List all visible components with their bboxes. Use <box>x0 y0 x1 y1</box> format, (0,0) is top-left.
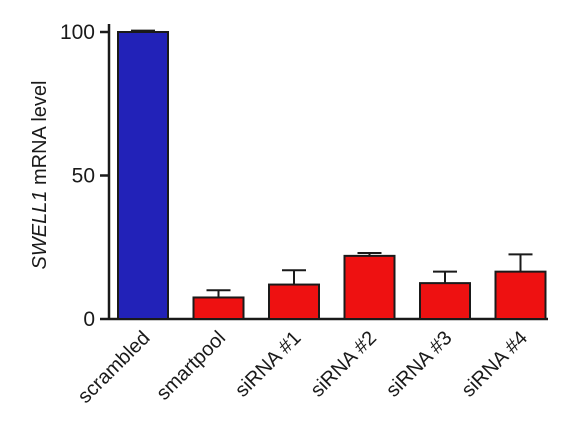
x-tick-label: smartpool <box>152 327 230 405</box>
x-tick-label: siRNA #3 <box>382 327 457 402</box>
x-tick-label: siRNA #2 <box>307 327 382 402</box>
y-tick-label: 50 <box>72 165 95 188</box>
y-axis-label-rest: mRNA level <box>29 81 51 191</box>
bar <box>268 283 320 320</box>
x-tick-label: scrambled <box>74 327 155 408</box>
axes <box>107 24 548 321</box>
y-tick-label: 100 <box>60 21 95 44</box>
y-tick-label: 0 <box>83 308 95 331</box>
y-ticks: 0 50 100 <box>60 21 109 331</box>
bar <box>343 254 396 320</box>
bar <box>494 270 547 320</box>
bar <box>192 296 245 321</box>
error-bars <box>131 29 533 298</box>
bar <box>419 282 471 320</box>
y-axis-label: SWELL1 mRNA level <box>29 81 51 270</box>
x-tick-label: siRNA #4 <box>458 327 533 402</box>
bars <box>117 31 547 321</box>
y-axis-label-gene: SWELL1 <box>29 191 51 270</box>
bar <box>117 31 169 320</box>
x-tick-label: siRNA #1 <box>231 327 306 402</box>
